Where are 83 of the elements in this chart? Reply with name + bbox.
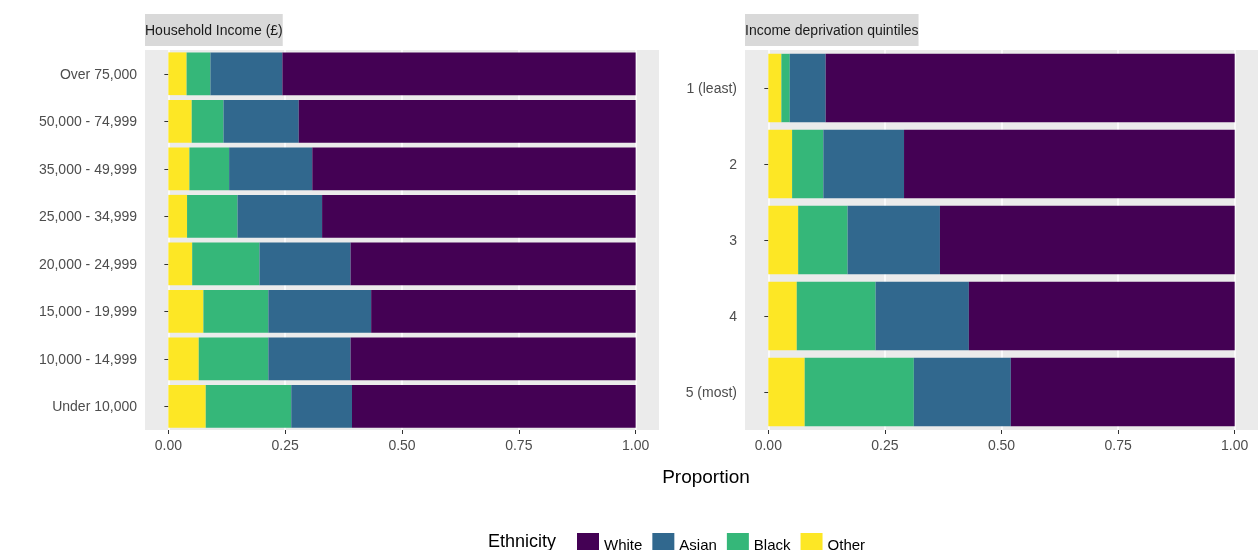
bar bbox=[198, 337, 269, 381]
y-tick-label: 20,000 - 24,999 bbox=[38, 255, 138, 272]
bar bbox=[768, 129, 793, 199]
bar bbox=[168, 99, 192, 143]
x-tick-label: 0.25 bbox=[871, 437, 899, 453]
x-tick-label: 1.00 bbox=[622, 437, 650, 453]
x-axis-title: Proportion bbox=[662, 466, 750, 487]
bar bbox=[768, 53, 782, 123]
bar bbox=[205, 384, 292, 428]
legend-label: Asian bbox=[679, 535, 717, 550]
bar bbox=[792, 129, 824, 199]
legend-label: Other bbox=[827, 535, 866, 550]
x-tick-label: 0.00 bbox=[754, 437, 783, 453]
bar bbox=[298, 99, 636, 143]
y-tick-label: 3 bbox=[729, 232, 738, 248]
bar bbox=[350, 242, 636, 286]
bar bbox=[268, 337, 351, 381]
bar bbox=[189, 147, 230, 191]
bar bbox=[223, 99, 299, 143]
bar bbox=[237, 194, 323, 238]
y-tick-label: 35,000 - 49,999 bbox=[38, 160, 138, 177]
bar bbox=[939, 205, 1235, 275]
y-tick-label: 4 bbox=[729, 308, 738, 324]
bar bbox=[187, 194, 238, 238]
bar bbox=[229, 147, 313, 191]
y-tick-label: Over 75,000 bbox=[59, 65, 138, 82]
bar bbox=[210, 52, 283, 96]
x-tick-label: 0.50 bbox=[987, 437, 1016, 453]
y-tick-label: 15,000 - 19,999 bbox=[38, 303, 138, 320]
x-tick-label: 0.75 bbox=[1104, 437, 1132, 453]
bar bbox=[823, 129, 905, 199]
bar bbox=[168, 384, 206, 428]
x-tick-label: 0.00 bbox=[154, 437, 183, 453]
bar bbox=[168, 289, 204, 333]
bar bbox=[875, 281, 969, 351]
bar bbox=[789, 53, 826, 123]
y-tick-label: Under 10,000 bbox=[52, 398, 138, 415]
bar bbox=[191, 99, 224, 143]
legend-label: Black bbox=[753, 535, 792, 550]
y-tick-label: 1 (least) bbox=[686, 80, 737, 96]
bar bbox=[768, 281, 797, 351]
chart-title: Household Income (£) bbox=[145, 22, 283, 38]
x-tick-label: 1.00 bbox=[1221, 437, 1249, 453]
bar bbox=[168, 147, 190, 191]
bar bbox=[350, 337, 636, 381]
y-tick-label: 5 (most) bbox=[685, 384, 737, 400]
legend-title: Ethnicity bbox=[488, 531, 557, 550]
bar bbox=[291, 384, 352, 428]
bar bbox=[259, 242, 351, 286]
bar bbox=[371, 289, 636, 333]
bar bbox=[322, 194, 636, 238]
bar bbox=[192, 242, 260, 286]
bar bbox=[312, 147, 636, 191]
bar bbox=[768, 205, 799, 275]
bar bbox=[168, 194, 188, 238]
x-tick-label: 0.25 bbox=[271, 437, 300, 453]
bar bbox=[796, 281, 876, 351]
bar bbox=[913, 357, 1011, 427]
y-tick-label: 10,000 - 14,999 bbox=[38, 350, 138, 367]
bar bbox=[1010, 357, 1235, 427]
bar bbox=[968, 281, 1235, 351]
bar bbox=[282, 52, 636, 96]
bar bbox=[804, 357, 914, 427]
bar bbox=[904, 129, 1235, 199]
bar bbox=[825, 53, 1235, 123]
y-tick-label: 2 bbox=[729, 156, 738, 172]
bar bbox=[781, 53, 790, 123]
chart-title: Income deprivation quintiles bbox=[745, 22, 919, 38]
bar bbox=[203, 289, 269, 333]
bar bbox=[847, 205, 940, 275]
x-tick-label: 0.75 bbox=[505, 437, 533, 453]
bar bbox=[268, 289, 372, 333]
y-tick-label: 50,000 - 74,999 bbox=[38, 113, 138, 130]
bar bbox=[168, 337, 199, 381]
y-tick-label: 25,000 - 34,999 bbox=[38, 208, 138, 225]
legend-label: White bbox=[604, 535, 643, 550]
bar bbox=[768, 357, 805, 427]
bar bbox=[352, 384, 636, 428]
bar bbox=[186, 52, 211, 96]
x-tick-label: 0.50 bbox=[388, 437, 416, 453]
bar bbox=[798, 205, 848, 275]
bar bbox=[168, 52, 187, 96]
bar bbox=[168, 242, 193, 286]
